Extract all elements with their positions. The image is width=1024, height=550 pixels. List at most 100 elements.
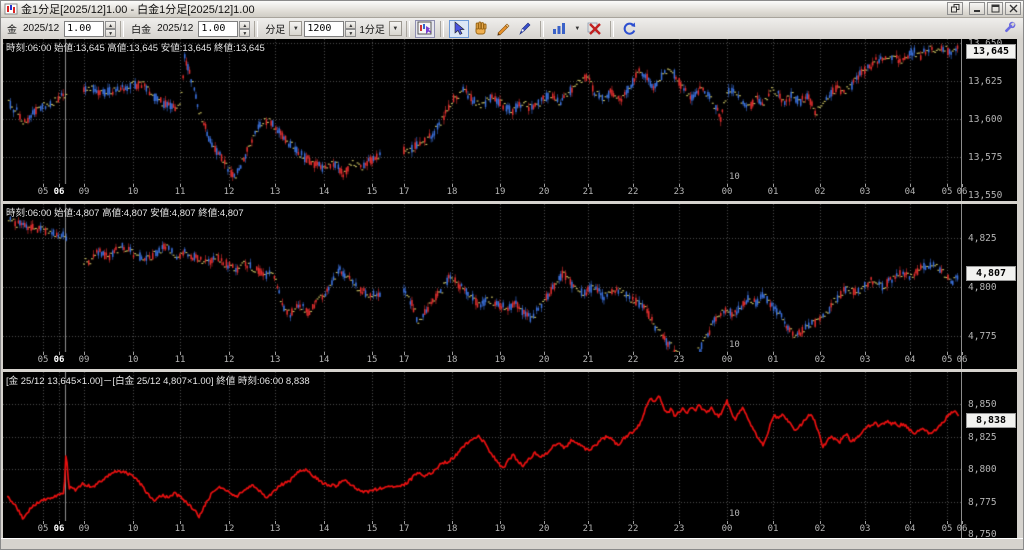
x-axis-label: 15 [366, 524, 378, 534]
x-axis-label: 15 [366, 355, 378, 365]
chart-cursor-tool-button[interactable] [414, 19, 435, 38]
gold-contract-month: 2025/12 [23, 23, 60, 34]
x-axis-label: 21 [582, 355, 594, 365]
spread-x-axis: 05 06 09 10 11 12 13 14 15 17 18 19 20 21 22 23 00 01 02 03… [3, 521, 967, 537]
minimize-button[interactable] [969, 2, 985, 15]
x-tick [59, 352, 60, 355]
y-axis-label: 8,775 [968, 496, 997, 508]
x-tick [84, 352, 85, 355]
x-tick [633, 521, 634, 524]
hand-pan-tool-button[interactable] [471, 20, 491, 38]
x-axis-label: 01 [767, 187, 779, 197]
bar-style-dropdown-arrow[interactable]: ▼ [574, 26, 581, 32]
float-window-button[interactable] [947, 2, 963, 15]
x-tick [59, 521, 60, 524]
x-axis-label: 05 [941, 187, 953, 197]
x-axis-label: 06 [956, 524, 968, 534]
x-tick [633, 184, 634, 187]
spread-current-price-badge: 8,838 [966, 412, 1016, 428]
toolbar-separator [539, 20, 544, 37]
x-axis-label: 06 [53, 524, 65, 534]
gold-multiplier-spinner[interactable]: ▲ ▼ [105, 20, 117, 37]
titlebar: 金1分足[2025/12]1.00 - 白金1分足[2025/12]1.00 [1, 1, 1023, 18]
y-axis-label: 4,800 [968, 282, 997, 293]
x-tick [588, 352, 589, 355]
y-axis-label: 8,825 [968, 431, 997, 443]
candlestick-app-icon [4, 3, 18, 15]
x-tick [865, 352, 866, 355]
y-axis-label: 8,800 [968, 464, 997, 475]
y-axis-label: 13,600 [968, 114, 1003, 125]
pen-annotate-tool-button[interactable] [515, 20, 535, 38]
platinum-current-price-badge: 4,807 [966, 266, 1016, 282]
x-axis-label: 10 [127, 524, 139, 534]
window-bottom-edge [1, 538, 1023, 549]
x-axis-label: 22 [627, 187, 639, 197]
settings-wrench-icon[interactable] [1001, 20, 1017, 36]
x-tick [372, 184, 373, 187]
date-change-label: 10 [729, 172, 740, 182]
x-axis-label: 03 [859, 524, 871, 534]
toolbar-separator [439, 20, 444, 37]
bar-style-tool-button[interactable] [549, 20, 569, 38]
x-axis-label: 05 [37, 187, 49, 197]
platinum-plot-canvas[interactable] [3, 204, 961, 352]
x-axis-label: 06 [53, 355, 65, 365]
x-axis-label: 18 [446, 524, 458, 534]
x-tick [404, 352, 405, 355]
x-axis-label: 20 [538, 187, 550, 197]
x-axis-label: 17 [398, 355, 410, 365]
gold-plot-canvas[interactable] [3, 39, 961, 184]
bar-type-dropdown-arrow[interactable]: ▼ [289, 21, 303, 36]
bar-period-dropdown-arrow[interactable]: ▼ [388, 21, 402, 36]
x-tick [133, 352, 134, 355]
bar-count-spinner[interactable]: ▲ ▼ [345, 20, 357, 37]
x-tick [43, 352, 44, 355]
refresh-tool-button[interactable] [619, 20, 639, 38]
bar-count-input[interactable] [304, 20, 345, 37]
close-button[interactable] [1005, 2, 1021, 15]
x-tick [229, 184, 230, 187]
x-tick [947, 521, 948, 524]
x-axis-label: 19 [494, 524, 506, 534]
x-axis-label: 02 [814, 355, 826, 365]
x-axis-label: 06 [53, 187, 65, 197]
toolbar-separator [120, 20, 125, 37]
x-axis-label: 09 [78, 355, 90, 365]
y-axis-label: 4,825 [968, 233, 997, 244]
x-tick [910, 352, 911, 355]
x-tick [679, 184, 680, 187]
platinum-multiplier-input[interactable] [198, 20, 239, 37]
x-tick [727, 184, 728, 187]
platinum-multiplier-spinner[interactable]: ▲ ▼ [239, 20, 251, 37]
gold-x-axis: 05 06 09 10 11 12 13 14 15 17 18 19 20 21 22 23 00 01 02 03… [3, 184, 967, 200]
x-tick [947, 184, 948, 187]
x-tick [275, 521, 276, 524]
x-tick [910, 184, 911, 187]
gold-multiplier-input[interactable] [64, 20, 105, 37]
spread-y-axis: 8,838 8,850 8,825 8,800 8,775 8,750 [965, 372, 1017, 538]
x-axis-label: 17 [398, 524, 410, 534]
axis-divider [961, 204, 962, 369]
select-arrow-tool-button[interactable] [448, 19, 469, 38]
x-tick [820, 352, 821, 355]
date-change-label: 10 [729, 509, 740, 519]
spread-plot-canvas[interactable] [3, 372, 961, 521]
x-axis-label: 20 [538, 355, 550, 365]
pencil-draw-tool-button[interactable] [493, 20, 513, 38]
y-axis-label: 13,575 [968, 152, 1003, 163]
x-tick [588, 521, 589, 524]
x-axis-label: 01 [767, 355, 779, 365]
x-axis-label: 22 [627, 524, 639, 534]
x-tick [544, 352, 545, 355]
delete-drawings-tool-button[interactable] [585, 20, 605, 38]
x-axis-label: 02 [814, 524, 826, 534]
x-axis-label: 10 [127, 355, 139, 365]
x-axis-label: 19 [494, 355, 506, 365]
maximize-button[interactable] [987, 2, 1003, 15]
y-axis-label: 8,850 [968, 399, 997, 410]
x-tick [229, 352, 230, 355]
x-axis-label: 12 [223, 524, 235, 534]
x-axis-label: 11 [174, 524, 186, 534]
